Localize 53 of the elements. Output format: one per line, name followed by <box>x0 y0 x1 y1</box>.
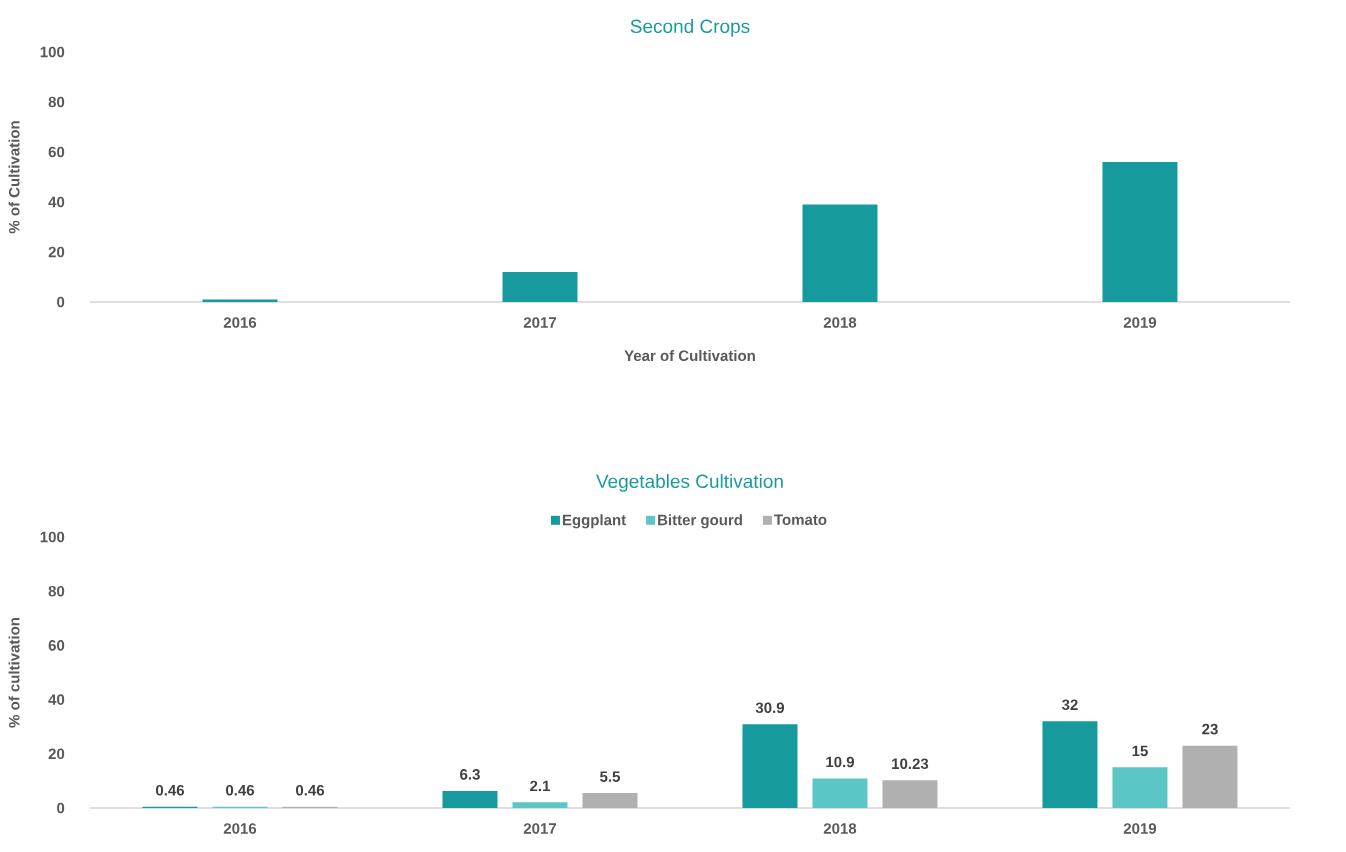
data-label: 2.1 <box>530 780 550 792</box>
chart-title: Vegetables Cultivation <box>596 474 783 492</box>
y-tick-label: 0 <box>57 802 65 814</box>
bar <box>742 724 798 808</box>
data-label: 5.5 <box>600 771 620 782</box>
y-tick-label: 60 <box>48 146 65 158</box>
y-tick-label: 0 <box>57 296 65 308</box>
bar <box>802 204 878 302</box>
legend-label: Bitter gourd <box>658 514 742 529</box>
bar <box>582 793 638 808</box>
x-tick-label: 2019 <box>1123 823 1157 834</box>
y-tick-label: 80 <box>48 585 65 597</box>
y-tick-label: 100 <box>40 531 65 543</box>
bar <box>1182 745 1238 808</box>
bar <box>1042 721 1098 808</box>
data-label: 15 <box>1132 745 1148 757</box>
x-tick-label: 2019 <box>1123 317 1157 328</box>
bar <box>812 778 868 808</box>
bar <box>1112 767 1168 808</box>
data-label: 0.46 <box>226 784 255 796</box>
data-label: 0.46 <box>156 784 185 796</box>
x-tick-label: 2018 <box>823 823 857 834</box>
legend-label: Tomato <box>774 514 827 525</box>
x-tick-label: 2016 <box>223 317 257 328</box>
data-label: 10.23 <box>892 758 929 770</box>
chart-title: Second Crops <box>630 19 750 37</box>
y-tick-label: 100 <box>40 46 65 58</box>
bar <box>512 802 568 808</box>
data-label: 30.9 <box>755 702 785 714</box>
y-tick-label: 20 <box>48 748 65 760</box>
bar <box>882 780 938 808</box>
legend-label: Eggplant <box>562 514 626 529</box>
x-axis-title: Year of Cultivation <box>624 350 755 362</box>
x-tick-label: 2017 <box>523 317 557 328</box>
y-tick-label: 20 <box>48 246 65 258</box>
y-tick-label: 40 <box>48 694 65 705</box>
y-tick-label: 80 <box>48 96 65 108</box>
y-axis-title: % of cultivation <box>8 618 20 728</box>
y-tick-label: 40 <box>48 196 65 208</box>
data-label: 0.46 <box>296 784 325 796</box>
bar <box>1102 162 1178 302</box>
data-label: 6.3 <box>460 769 480 780</box>
y-axis-title: % of Cultivation <box>8 121 20 234</box>
bar <box>502 272 578 302</box>
bar <box>442 790 498 808</box>
data-label: 32 <box>1061 699 1078 711</box>
data-label: 10.9 <box>826 756 855 768</box>
x-tick-label: 2017 <box>523 823 557 834</box>
bar <box>202 299 278 302</box>
data-label: 23 <box>1202 723 1218 735</box>
x-tick-label: 2018 <box>823 317 857 328</box>
x-tick-label: 2016 <box>223 823 257 834</box>
y-tick-label: 60 <box>48 640 65 651</box>
